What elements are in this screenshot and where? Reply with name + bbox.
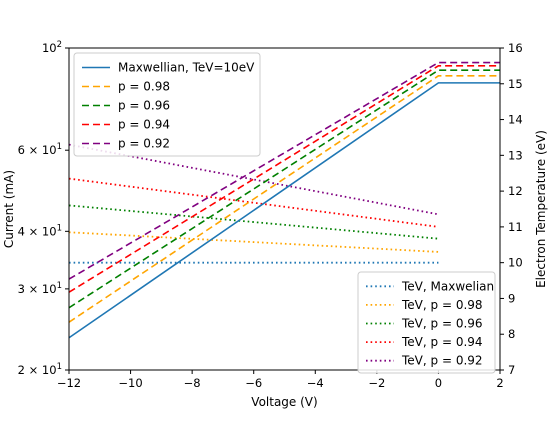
y2-tick-label: 7 [508, 363, 515, 377]
x-tick-label: 0 [435, 376, 442, 390]
y-tick-label: 3 × 101 [18, 281, 62, 296]
legend-current-label: p = 0.98 [118, 80, 170, 94]
y-tick-label: 102 [42, 40, 62, 55]
legend-current-label: p = 0.92 [118, 137, 170, 151]
legend-current-box [73, 52, 261, 157]
current-line-p-0-94 [68, 64, 500, 293]
plot-frame [68, 47, 501, 371]
x-tick-label: −8 [184, 376, 201, 390]
legend-temperature: TeV, Maxwelian TeV, p = 0.98 TeV, p = 0.96… [357, 271, 496, 374]
legend-temperature-label: TeV, p = 0.94 [401, 335, 483, 349]
temperature-line-tev-p-0-92 [68, 143, 439, 216]
legend-temperature-label: TeV, p = 0.98 [401, 298, 483, 312]
legend-current-label: p = 0.96 [118, 99, 170, 113]
legend-temperature-label: TeV, p = 0.92 [401, 354, 483, 368]
legend-temperature-label: TeV, p = 0.96 [401, 317, 483, 331]
temperature-line-tev-p-0-98 [68, 231, 439, 253]
series-layer [68, 61, 500, 339]
y2-tick-label: 16 [508, 41, 523, 55]
y2-tick-label: 10 [508, 256, 523, 270]
ticks-layer: −12 −10 −8 −6 −4 −2 0 2 2 × 101 3 × 101 4 × 101 6 ×… [18, 40, 523, 390]
legend-current: Maxwellian, TeV=10eV p = 0.98 p = 0.96 p = … [73, 52, 261, 157]
y2-tick-label: 11 [508, 220, 523, 234]
y2-tick-label: 9 [508, 291, 515, 305]
x-tick-label: −4 [307, 376, 324, 390]
y2-tick-label: 12 [508, 184, 523, 198]
x-tick-label: −2 [368, 376, 385, 390]
current-line-p-0-96 [68, 69, 500, 309]
y-tick-label: 6 × 101 [18, 142, 62, 157]
legend-current-label: Maxwellian, TeV=10eV [118, 61, 255, 75]
y-tick-label: 4 × 101 [18, 223, 62, 238]
y2-axis-label: Electron Temperature (eV) [534, 130, 548, 288]
x-tick-label: 2 [496, 376, 503, 390]
current-line-maxwellian-tev-10ev [68, 82, 500, 339]
x-tick-label: −10 [118, 376, 142, 390]
temperature-line-tev-p-0-96 [68, 204, 439, 240]
legend-temperature-box [357, 271, 496, 374]
y2-tick-label: 13 [508, 148, 523, 162]
y2-tick-label: 14 [508, 113, 523, 127]
x-tick-label: −6 [245, 376, 262, 390]
current-line-p-0-98 [68, 75, 500, 323]
x-tick-label: −12 [57, 376, 81, 390]
legend-temperature-label: TeV, Maxwelian [401, 279, 494, 293]
x-axis-label: Voltage (V) [251, 395, 317, 409]
y-axis-label: Current (mA) [2, 170, 16, 248]
y-tick-label: 2 × 101 [18, 362, 62, 377]
y2-tick-label: 8 [508, 327, 515, 341]
y2-tick-label: 15 [508, 77, 523, 91]
legend-current-label: p = 0.94 [118, 118, 170, 132]
